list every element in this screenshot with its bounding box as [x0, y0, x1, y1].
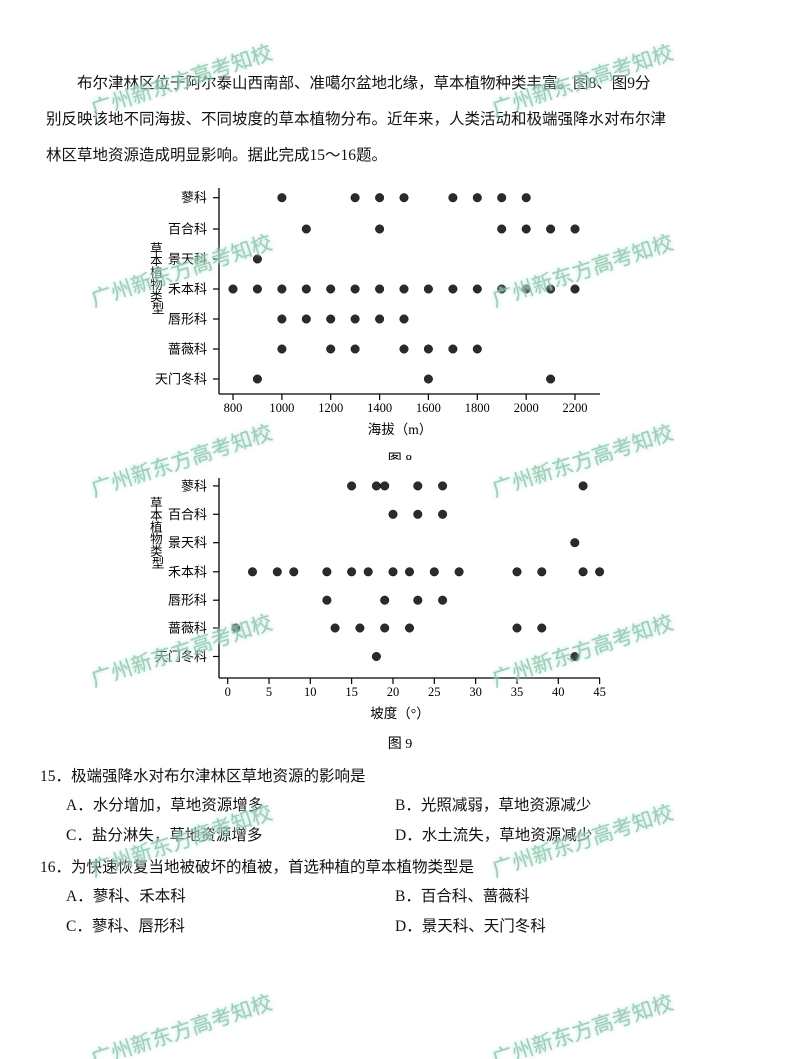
svg-text:唇形科: 唇形科 [168, 593, 207, 608]
svg-text:20: 20 [387, 685, 400, 699]
svg-text:图 9: 图 9 [388, 737, 413, 752]
svg-text:40: 40 [552, 685, 565, 699]
svg-text:45: 45 [593, 685, 606, 699]
svg-text:坡度（°）: 坡度（°） [370, 706, 429, 721]
svg-text:0: 0 [225, 685, 231, 699]
svg-text:25: 25 [428, 685, 441, 699]
svg-text:10: 10 [304, 685, 317, 699]
svg-text:35: 35 [511, 685, 524, 699]
svg-text:30: 30 [469, 685, 482, 699]
svg-text:蓼科: 蓼科 [181, 478, 207, 493]
svg-text:景天科: 景天科 [168, 535, 207, 550]
svg-text:5: 5 [266, 685, 272, 699]
svg-text:禾本科: 禾本科 [168, 564, 207, 579]
svg-text:天门冬科: 天门冬科 [155, 649, 207, 664]
svg-text:蔷薇科: 蔷薇科 [168, 621, 207, 636]
svg-text:草 本 植 物 类 型: 草 本 植 物 类 型 [150, 497, 166, 571]
svg-text:百合科: 百合科 [168, 507, 207, 522]
svg-text:15: 15 [345, 685, 358, 699]
